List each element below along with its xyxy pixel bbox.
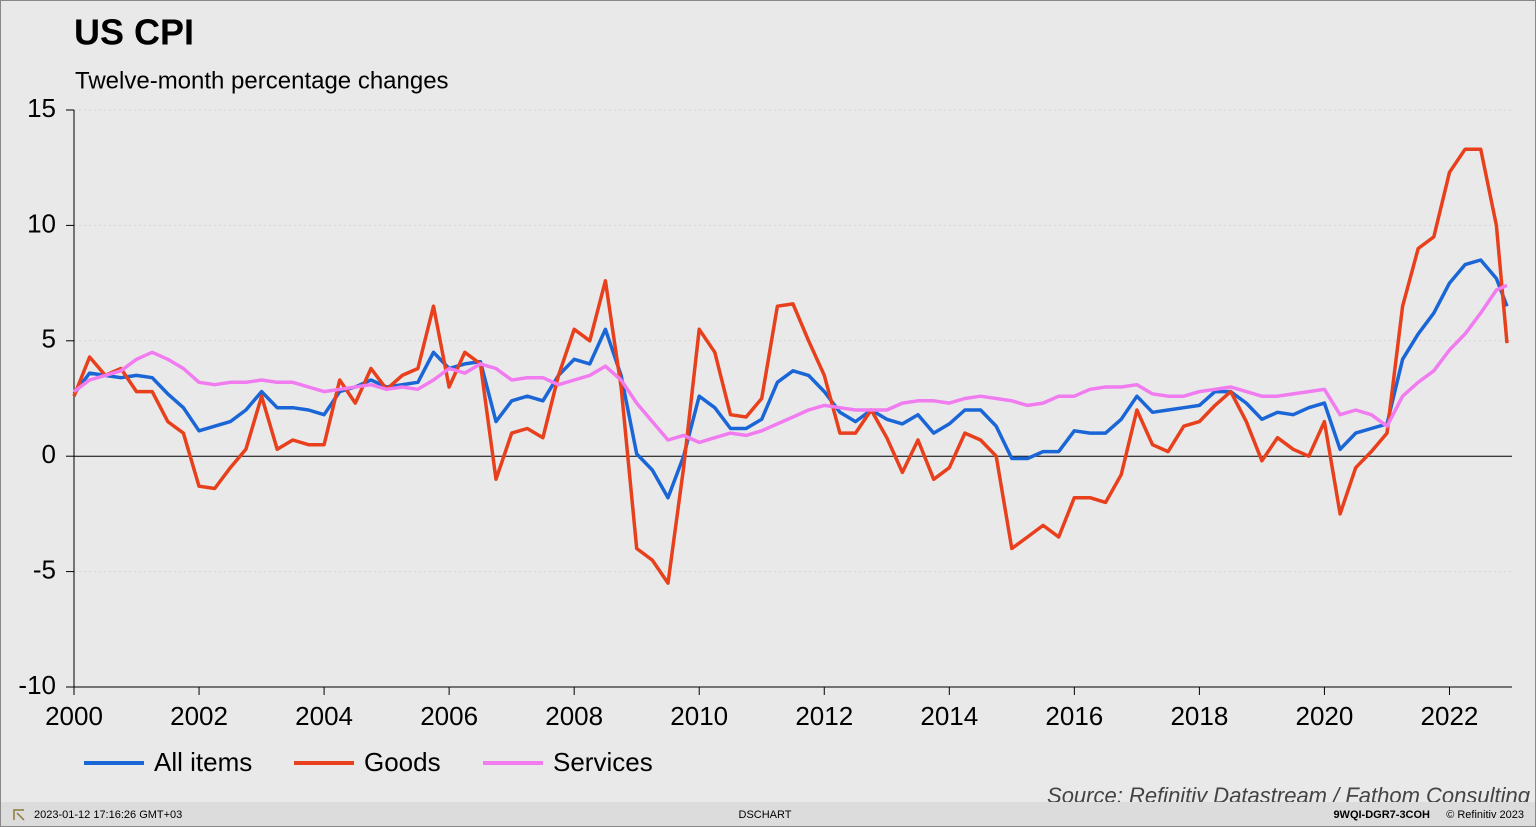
x-tick-label: 2000 [45, 701, 103, 731]
footer-copyright: © Refinitiv 2023 [1446, 809, 1524, 821]
footer-code: 9WQI-DGR7-3COH [1333, 809, 1430, 821]
x-tick-label: 2018 [1170, 701, 1228, 731]
y-tick-label: -10 [18, 670, 56, 700]
footer-center: DSCHART [739, 809, 792, 821]
series-line [72, 283, 1508, 445]
x-tick-label: 2016 [1045, 701, 1103, 731]
chart-title: US CPI [74, 12, 194, 53]
series-line [72, 147, 1509, 585]
y-tick-label: 15 [27, 93, 56, 123]
y-tick-label: -5 [33, 554, 56, 584]
y-tick-label: 0 [42, 439, 56, 469]
x-tick-label: 2010 [670, 701, 728, 731]
legend-label: Services [553, 747, 653, 777]
x-tick-label: 2008 [545, 701, 603, 731]
y-tick-label: 10 [27, 208, 56, 238]
footer-bar [1, 802, 1535, 826]
y-tick-label: 5 [42, 324, 56, 354]
x-tick-label: 2006 [420, 701, 478, 731]
series-line [72, 258, 1509, 500]
x-tick-label: 2004 [295, 701, 353, 731]
x-tick-label: 2020 [1296, 701, 1354, 731]
x-tick-label: 2022 [1421, 701, 1479, 731]
footer-timestamp: 2023-01-12 17:16:26 GMT+03 [34, 809, 182, 821]
x-tick-label: 2012 [795, 701, 853, 731]
legend-label: All items [154, 747, 252, 777]
x-tick-label: 2002 [170, 701, 228, 731]
legend-label: Goods [364, 747, 441, 777]
footer-icon [13, 809, 25, 821]
chart-subtitle: Twelve-month percentage changes [75, 67, 449, 94]
x-tick-label: 2014 [920, 701, 978, 731]
